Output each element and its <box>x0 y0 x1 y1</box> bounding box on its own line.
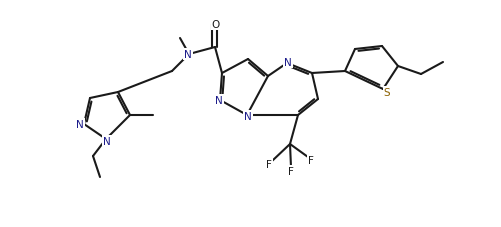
Text: N: N <box>284 58 291 68</box>
Text: N: N <box>215 96 222 106</box>
Text: N: N <box>103 136 111 146</box>
Text: F: F <box>266 159 272 169</box>
Text: N: N <box>184 50 191 60</box>
Text: O: O <box>211 20 219 30</box>
Text: N: N <box>243 111 252 121</box>
Text: S: S <box>383 88 390 98</box>
Text: F: F <box>288 166 294 176</box>
Text: F: F <box>308 155 313 165</box>
Text: N: N <box>76 119 84 129</box>
